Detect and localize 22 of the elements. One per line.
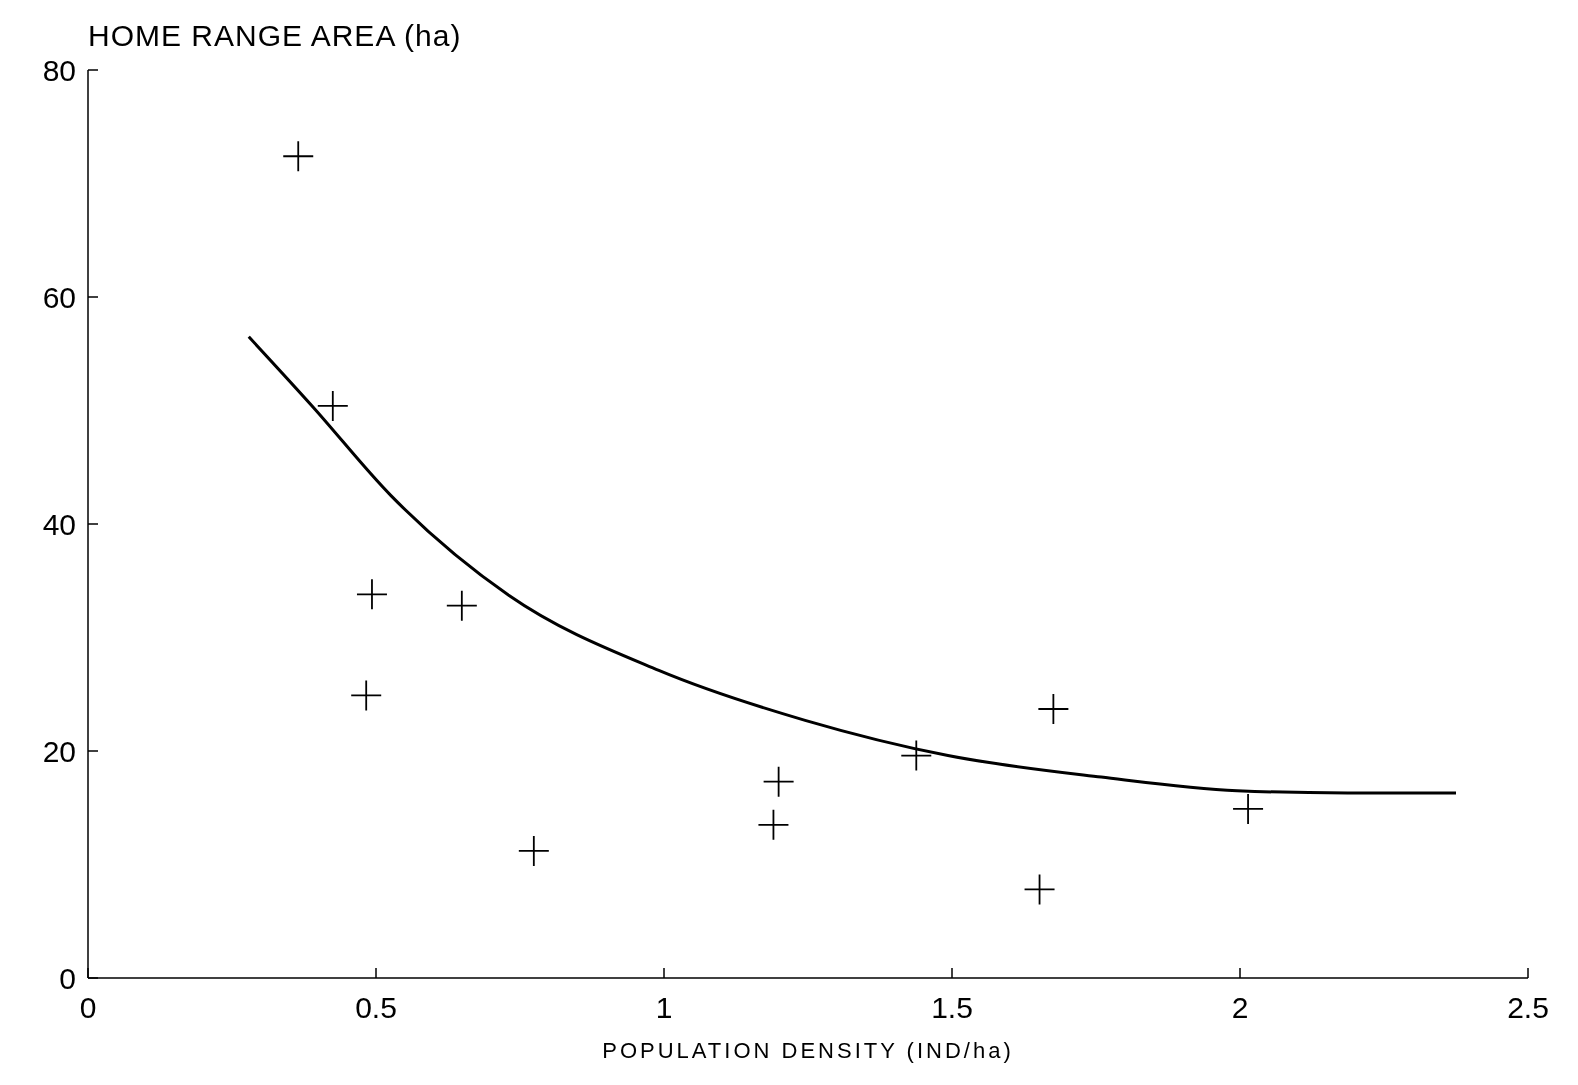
y-axis-title: HOME RANGE AREA (ha) [88, 19, 462, 52]
x-tick-label: 0 [79, 991, 97, 1024]
y-tick-label: 60 [42, 280, 76, 314]
y-tick-label: 80 [42, 53, 76, 87]
x-axis-title: POPULATION DENSITY (IND/ha) [602, 1038, 1014, 1063]
x-tick-label: 1.5 [931, 991, 973, 1024]
y-tick-label: 40 [42, 507, 76, 541]
point [317, 390, 348, 421]
point [518, 835, 549, 866]
y-tick-label: 0 [59, 961, 76, 995]
point [1233, 793, 1264, 824]
point [446, 590, 477, 621]
x-tick-label: 0.5 [355, 991, 397, 1024]
point [356, 579, 387, 610]
x-tick-label: 2 [1231, 991, 1249, 1024]
x-tick-label: 1 [655, 991, 673, 1024]
point [351, 680, 382, 711]
x-tick-label: 2.5 [1507, 991, 1549, 1024]
point [283, 141, 314, 172]
point [763, 766, 794, 797]
point [1038, 694, 1069, 725]
y-tick-label: 20 [42, 734, 76, 768]
